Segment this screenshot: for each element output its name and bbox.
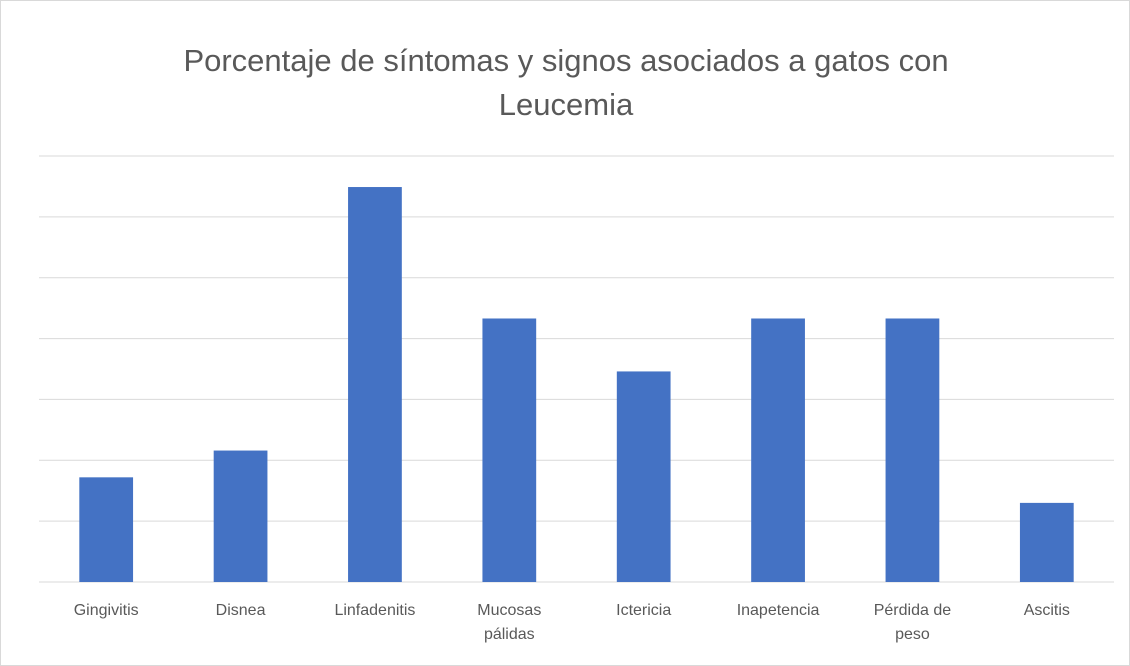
- x-tick-label: Inapetencia: [736, 602, 820, 619]
- bar: [1019, 502, 1074, 582]
- x-tick-label: Pérdida de peso: [873, 602, 952, 643]
- bar: [213, 450, 268, 582]
- bar: [482, 318, 537, 582]
- bar: [885, 318, 940, 582]
- bar: [79, 477, 134, 582]
- x-tick-label: Gingivitis: [73, 602, 139, 619]
- chart-title: Porcentaje de síntomas y signos asociado…: [183, 43, 949, 122]
- x-tick-label: Ascitis: [1023, 602, 1070, 619]
- bar: [751, 318, 805, 582]
- x-tick-label: Mucosas pálidas: [477, 602, 542, 643]
- x-tick-label: Linfadenitis: [334, 602, 416, 619]
- bar: [348, 187, 402, 582]
- x-tick-label: Disnea: [215, 602, 266, 619]
- bar: [616, 371, 671, 582]
- x-tick-label: Ictericia: [616, 602, 672, 619]
